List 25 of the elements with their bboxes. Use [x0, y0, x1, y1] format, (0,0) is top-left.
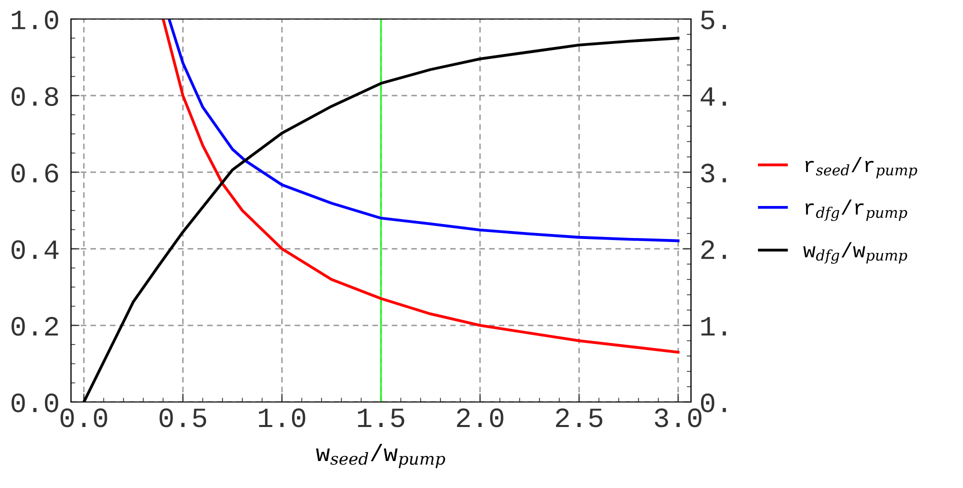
x-tick-label: 1.5 [358, 408, 404, 428]
x-tick-label: 2.5 [556, 408, 602, 428]
x-axis-title: w$_{seed}$/w$_{pump}$ [316, 444, 446, 468]
legend-label: w$_{dfg}$/w$_{pump}$ [803, 242, 908, 264]
line-series [168, 19, 680, 242]
y2-tick-label: 1. [701, 317, 726, 336]
y-tick-label: 0.6 [12, 164, 58, 183]
line-series [162, 19, 680, 354]
y2-tick-label: 2. [701, 240, 726, 259]
y-tick-label: 0.2 [12, 316, 58, 336]
y2-tick-label: 3. [701, 164, 726, 183]
x-tick-label: 1.0 [258, 408, 306, 428]
x-tick-label: 3.0 [654, 408, 702, 428]
y-tick-label: 0.8 [12, 87, 58, 106]
y-tick-label: 0.0 [12, 393, 58, 412]
legend-label: r$_{seed}$/r$_{pump}$ [806, 156, 918, 178]
x-tick-label: 2.0 [456, 408, 504, 428]
x-tick-label: 0.0 [60, 408, 108, 428]
x-tick-label: 0.5 [160, 408, 206, 428]
y-tick-label: 1.0 [12, 10, 58, 30]
y2-tick-label: 4. [700, 87, 726, 106]
y-tick-label: 0.4 [12, 240, 58, 260]
legend-label: r$_{dfg}$/r$_{pump}$ [806, 199, 908, 222]
y2-tick-label: 0. [701, 393, 726, 412]
y2-tick-label: 5. [701, 10, 726, 30]
